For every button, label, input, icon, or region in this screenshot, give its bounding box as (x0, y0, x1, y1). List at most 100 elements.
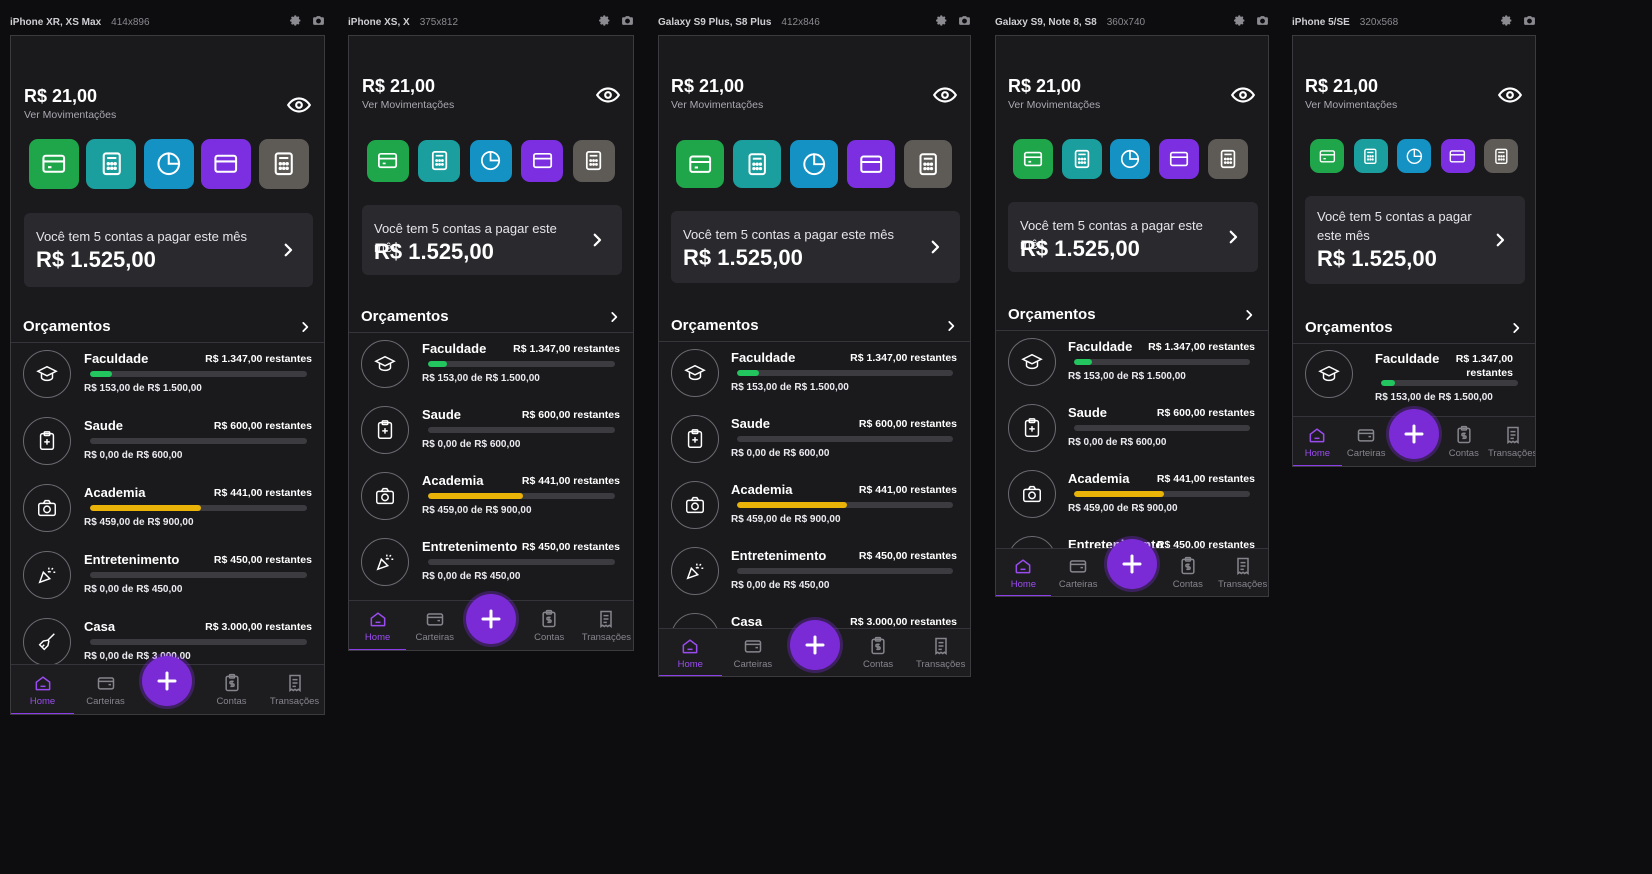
budget-row[interactable]: Academia R$ 441,00 restantes R$ 459,00 de … (996, 464, 1268, 530)
quick-action-button[interactable] (86, 139, 137, 189)
quick-action-button[interactable] (258, 139, 309, 189)
gear-icon[interactable] (289, 14, 302, 30)
nav-item-home[interactable]: Home (11, 665, 74, 714)
quick-action-button[interactable] (143, 139, 194, 189)
quick-action-button[interactable] (1159, 139, 1200, 179)
ver-movimentacoes-link[interactable]: Ver Movimentações (1008, 99, 1101, 111)
quick-action-button[interactable] (1353, 139, 1388, 173)
ver-movimentacoes-link[interactable]: Ver Movimentações (362, 99, 455, 111)
quick-action-button[interactable] (418, 140, 461, 182)
gear-icon[interactable] (935, 14, 948, 30)
eye-icon[interactable] (932, 82, 958, 108)
quick-action-button[interactable] (1484, 139, 1519, 173)
budget-row[interactable]: Casa R$ 3.000,00 restantes R$ 0,00 de R$ 3… (11, 612, 324, 678)
quick-action-button[interactable] (676, 140, 724, 188)
screenshot-camera-icon[interactable] (958, 14, 971, 30)
budget-row[interactable]: Saude R$ 600,00 restantes R$ 0,00 de R$ 60… (11, 411, 324, 477)
budget-row[interactable]: Academia R$ 441,00 restantes R$ 459,00 de … (11, 478, 324, 544)
quick-action-button[interactable] (29, 139, 79, 189)
quick-action-button[interactable] (790, 140, 838, 188)
gear-icon[interactable] (1233, 14, 1246, 30)
quick-action-button[interactable] (733, 140, 781, 188)
add-button[interactable] (790, 620, 840, 670)
bills-card[interactable]: Você tem 5 contas a pagar este mês R$ 1.5… (1008, 202, 1258, 272)
nav-item-carteiras[interactable]: Carteiras (722, 629, 785, 676)
chevron-right-icon[interactable] (607, 310, 621, 324)
budget-row[interactable]: Saude R$ 600,00 restantes R$ 0,00 de R$ 60… (996, 398, 1268, 464)
chevron-right-icon[interactable] (298, 320, 312, 334)
device-size: 412x846 (781, 16, 820, 28)
nav-item-home[interactable]: Home (659, 629, 722, 676)
screenshot-camera-icon[interactable] (1523, 14, 1536, 30)
quick-action-button[interactable] (572, 140, 615, 182)
nav-item-contas[interactable]: Contas (521, 601, 578, 650)
ver-movimentacoes-link[interactable]: Ver Movimentações (671, 99, 764, 111)
bills-card[interactable]: Você tem 5 contas a pagar este mês R$ 1.5… (24, 213, 313, 287)
budget-icon (361, 538, 409, 586)
nav-item-transacoes[interactable]: Transações (909, 629, 970, 676)
nav-item-home[interactable]: Home (349, 601, 407, 650)
bills-card[interactable]: Você tem 5 contas a pagar este mês R$ 1.5… (671, 211, 960, 283)
nav-item-home[interactable]: Home (1293, 417, 1342, 466)
budget-row[interactable]: Faculdade R$ 1.347,00 restantes R$ 153,00 … (659, 343, 970, 409)
quick-action-button[interactable] (1061, 139, 1102, 179)
gear-icon[interactable] (598, 14, 611, 30)
nav-item-contas[interactable]: Contas (1439, 417, 1488, 466)
nav-item-contas[interactable]: Contas (1160, 549, 1215, 596)
eye-icon[interactable] (595, 82, 621, 108)
quick-action-button[interactable] (367, 140, 409, 182)
nav-item-carteiras[interactable]: Carteiras (1051, 549, 1106, 596)
eye-icon[interactable] (1497, 82, 1523, 108)
quick-action-button[interactable] (1397, 139, 1432, 173)
add-button[interactable] (1107, 539, 1157, 589)
quick-action-button[interactable] (201, 139, 252, 189)
nav-item-carteiras[interactable]: Carteiras (1342, 417, 1391, 466)
ver-movimentacoes-link[interactable]: Ver Movimentações (1305, 99, 1398, 111)
budget-row[interactable]: Faculdade R$ 1.347,00 restantes R$ 153,00 … (1293, 344, 1535, 410)
nav-item-transacoes[interactable]: Transações (1215, 549, 1268, 596)
ver-movimentacoes-link[interactable]: Ver Movimentações (24, 109, 117, 121)
quick-action-button[interactable] (904, 140, 952, 188)
nav-item-carteiras[interactable]: Carteiras (74, 665, 137, 714)
quick-action-button[interactable] (1013, 139, 1053, 179)
quick-action-button[interactable] (847, 140, 895, 188)
nav-item-carteiras[interactable]: Carteiras (406, 601, 463, 650)
screenshot-camera-icon[interactable] (621, 14, 634, 30)
nav-item-home[interactable]: Home (996, 549, 1051, 596)
nav-item-transacoes[interactable]: Transações (578, 601, 633, 650)
add-button[interactable] (1389, 409, 1439, 459)
gear-icon[interactable] (1500, 14, 1513, 30)
add-button[interactable] (466, 594, 516, 644)
budget-row[interactable]: Saude R$ 600,00 restantes R$ 0,00 de R$ 60… (659, 409, 970, 475)
budget-row[interactable]: Saude R$ 600,00 restantes R$ 0,00 de R$ 60… (349, 400, 633, 466)
budget-row[interactable]: Faculdade R$ 1.347,00 restantes R$ 153,00 … (996, 332, 1268, 398)
bills-card[interactable]: Você tem 5 contas a pagar este mês R$ 1.5… (362, 205, 622, 275)
quick-action-button[interactable] (469, 140, 512, 182)
chevron-right-icon[interactable] (1242, 308, 1256, 322)
quick-action-button[interactable] (521, 140, 564, 182)
add-button[interactable] (142, 656, 192, 706)
nav-item-contas[interactable]: Contas (200, 665, 263, 714)
screenshot-camera-icon[interactable] (312, 14, 325, 30)
quick-action-button[interactable] (1440, 139, 1475, 173)
quick-action-button[interactable] (1310, 139, 1344, 173)
budget-remaining: R$ 600,00 restantes (213, 420, 312, 432)
chevron-right-icon[interactable] (944, 319, 958, 333)
screenshot-camera-icon[interactable] (1256, 14, 1269, 30)
nav-item-transacoes[interactable]: Transações (263, 665, 324, 714)
quick-action-button[interactable] (1207, 139, 1248, 179)
nav-item-contas[interactable]: Contas (847, 629, 910, 676)
chevron-right-icon[interactable] (1509, 321, 1523, 335)
nav-item-transacoes[interactable]: Transações (1488, 417, 1535, 466)
eye-icon[interactable] (1230, 82, 1256, 108)
eye-icon[interactable] (286, 92, 312, 118)
budget-row[interactable]: Academia R$ 441,00 restantes R$ 459,00 de … (659, 475, 970, 541)
budget-row[interactable]: Faculdade R$ 1.347,00 restantes R$ 153,00 … (11, 344, 324, 410)
quick-action-button[interactable] (1110, 139, 1151, 179)
budget-row[interactable]: Faculdade R$ 1.347,00 restantes R$ 153,00 … (349, 334, 633, 400)
budget-row[interactable]: Academia R$ 441,00 restantes R$ 459,00 de … (349, 466, 633, 532)
bills-card[interactable]: Você tem 5 contas a pagar este mês R$ 1.5… (1305, 196, 1525, 284)
